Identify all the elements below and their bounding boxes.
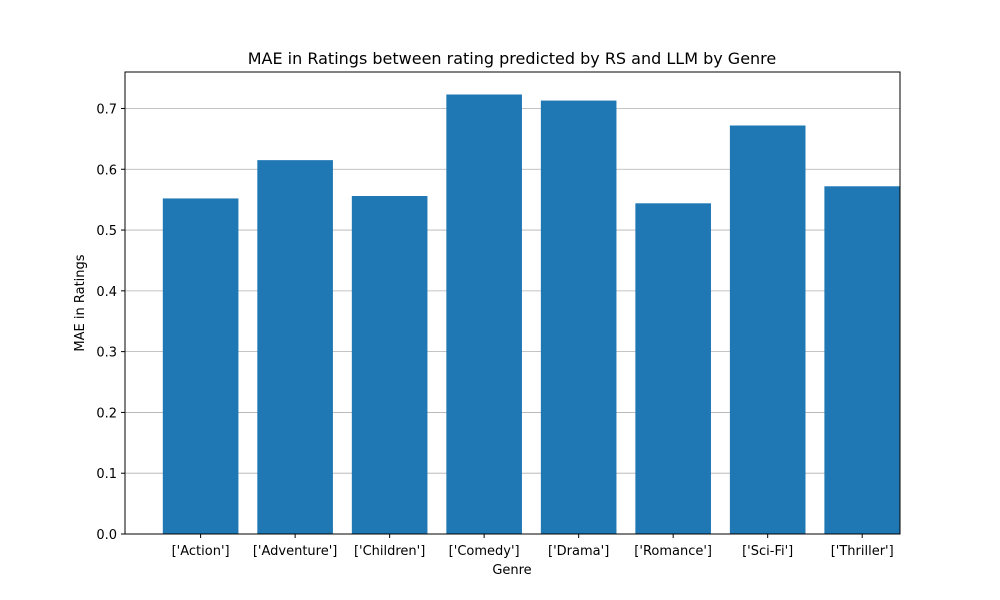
x-tick-label: ['Thriller'] (831, 544, 894, 559)
bar (257, 160, 333, 535)
y-tick-label: 0.2 (96, 406, 117, 421)
x-axis-ticks: ['Action'] ['Adventure'] ['Children'] ['Com… (172, 534, 894, 559)
y-tick-label: 0.0 (96, 528, 117, 543)
plot-frame (124, 71, 901, 535)
bar (540, 100, 617, 535)
bar (162, 198, 239, 534)
bar (729, 125, 806, 534)
x-tick-label: ['Sci-Fi'] (742, 544, 793, 559)
bar (351, 196, 428, 534)
x-tick-label: ['Action'] (172, 544, 230, 559)
y-tick-label: 0.5 (96, 224, 117, 239)
y-axis-ticks: 0.0 0.1 0.2 0.3 0.4 0.5 0.6 0.7 (96, 102, 125, 543)
bar (635, 203, 711, 534)
y-tick-label: 0.1 (96, 467, 117, 482)
x-tick-label: ['Romance'] (634, 544, 712, 559)
x-tick-label: ['Adventure'] (253, 544, 338, 559)
y-tick-label: 0.3 (96, 346, 117, 361)
y-axis-label: MAE in Ratings (73, 254, 88, 351)
y-tick-label: 0.6 (96, 163, 117, 178)
bar (824, 186, 900, 534)
bars (162, 94, 900, 535)
bar (446, 94, 522, 535)
y-tick-label: 0.4 (96, 285, 117, 300)
x-tick-label: ['Comedy'] (449, 544, 520, 559)
chart-title: MAE in Ratings between rating predicted … (248, 49, 777, 68)
x-tick-label: ['Drama'] (548, 544, 609, 559)
y-tick-label: 0.7 (96, 102, 117, 117)
x-axis-label: Genre (492, 563, 531, 578)
x-tick-label: ['Children'] (354, 544, 425, 559)
